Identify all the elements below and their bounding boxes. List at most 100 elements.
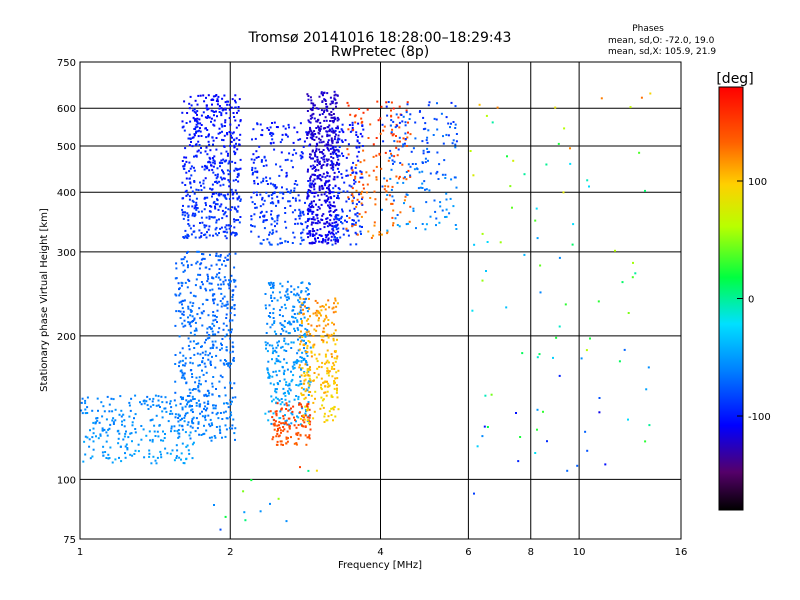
data-point xyxy=(333,119,335,122)
data-point xyxy=(285,226,288,229)
data-point xyxy=(388,194,391,197)
data-point xyxy=(204,380,207,383)
data-point xyxy=(311,227,314,230)
data-point xyxy=(264,293,267,295)
data-point xyxy=(325,130,328,133)
data-point xyxy=(341,208,343,211)
data-point xyxy=(127,436,130,439)
data-point xyxy=(217,287,220,290)
data-point xyxy=(313,410,316,413)
data-point xyxy=(282,192,285,195)
data-point xyxy=(235,126,238,129)
data-point xyxy=(204,416,206,419)
data-point xyxy=(333,357,336,360)
data-point xyxy=(309,129,312,131)
data-point xyxy=(187,264,189,267)
data-point xyxy=(330,333,333,336)
data-point xyxy=(192,136,195,139)
data-point xyxy=(307,95,310,97)
data-point xyxy=(338,219,341,222)
data-point xyxy=(112,398,115,401)
data-point xyxy=(165,410,168,413)
data-point xyxy=(156,456,159,459)
data-point xyxy=(269,182,272,185)
data-point xyxy=(473,492,475,495)
data-point xyxy=(233,314,236,317)
data-point xyxy=(188,224,191,227)
data-point xyxy=(270,134,273,137)
data-point xyxy=(208,436,211,439)
x-tick-label: 8 xyxy=(528,547,534,558)
data-point xyxy=(175,294,178,297)
data-point xyxy=(269,243,272,246)
data-point xyxy=(199,263,202,266)
data-points xyxy=(80,90,652,531)
data-point xyxy=(200,124,203,126)
data-point xyxy=(332,187,335,190)
data-point xyxy=(235,142,237,145)
data-point xyxy=(325,103,328,105)
data-point xyxy=(194,430,197,433)
data-point xyxy=(273,419,276,422)
data-point xyxy=(105,457,108,459)
data-point xyxy=(387,185,390,188)
data-point xyxy=(305,226,308,229)
data-point xyxy=(334,360,337,363)
data-point xyxy=(314,397,316,400)
data-point xyxy=(306,333,309,336)
data-point xyxy=(219,165,221,168)
data-point xyxy=(302,298,305,300)
data-point xyxy=(280,398,283,400)
data-point xyxy=(212,161,215,164)
data-point xyxy=(208,423,211,426)
data-point xyxy=(222,158,225,161)
data-point xyxy=(404,121,407,124)
data-point xyxy=(325,341,328,344)
data-point xyxy=(169,452,172,455)
data-point xyxy=(278,291,281,294)
data-point xyxy=(194,204,197,207)
data-point xyxy=(198,364,201,367)
data-point xyxy=(112,417,115,420)
data-point xyxy=(309,175,312,178)
data-point xyxy=(390,188,393,191)
data-point xyxy=(229,312,232,315)
data-point xyxy=(230,414,233,417)
data-point xyxy=(327,323,330,326)
data-point xyxy=(225,360,228,363)
data-point xyxy=(210,282,213,285)
data-point xyxy=(396,181,399,184)
data-point xyxy=(386,230,389,233)
data-point xyxy=(286,280,289,283)
data-point xyxy=(330,191,333,194)
data-point xyxy=(311,204,314,207)
data-point xyxy=(313,104,316,107)
data-point xyxy=(313,242,316,244)
data-point xyxy=(331,396,334,398)
data-point xyxy=(351,193,354,196)
data-point xyxy=(117,437,120,440)
data-point xyxy=(265,180,268,182)
data-point xyxy=(253,225,256,228)
data-point xyxy=(211,157,214,159)
data-point xyxy=(301,302,304,305)
data-point xyxy=(283,378,286,381)
data-point xyxy=(214,366,217,369)
data-point xyxy=(101,451,104,454)
data-point xyxy=(319,407,322,410)
data-point xyxy=(331,407,334,410)
data-point xyxy=(326,359,329,362)
data-point xyxy=(313,151,316,154)
data-point xyxy=(250,230,253,233)
data-point xyxy=(334,164,337,167)
data-point xyxy=(205,224,208,227)
data-point xyxy=(201,253,203,255)
data-point xyxy=(640,96,643,99)
data-point xyxy=(312,379,315,382)
data-point xyxy=(342,131,345,134)
data-point xyxy=(230,274,233,277)
data-point xyxy=(175,444,178,447)
data-point xyxy=(210,439,213,442)
data-point xyxy=(298,366,301,369)
